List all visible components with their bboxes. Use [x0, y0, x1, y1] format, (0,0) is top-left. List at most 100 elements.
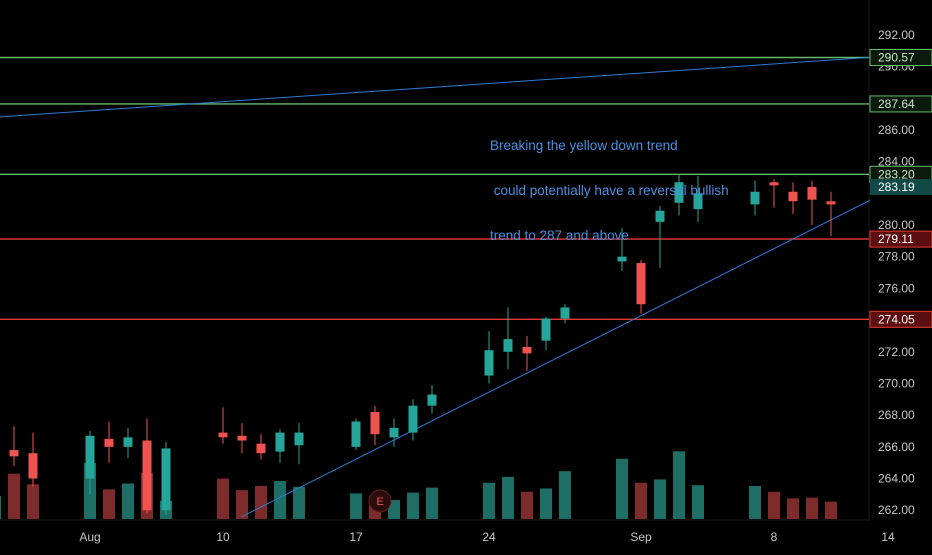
chart-annotation: Breaking the yellow down trend could pot… — [490, 108, 729, 273]
time-axis-background — [0, 521, 870, 550]
volume-bar — [825, 501, 837, 519]
volume-bar — [521, 491, 533, 519]
level-label: 274.05 — [878, 312, 915, 326]
candle-body — [541, 318, 551, 341]
volume-bar — [502, 476, 514, 519]
volume-bar — [749, 486, 761, 519]
y-tick-label: 276.00 — [878, 281, 915, 295]
volume-bar — [540, 488, 552, 519]
candle-body — [218, 432, 228, 438]
candle-body — [826, 201, 836, 205]
annotation-line-3: trend to 287 and above — [490, 228, 629, 243]
candle-body — [769, 182, 779, 186]
candle-body — [275, 432, 285, 452]
volume-bar — [692, 485, 704, 519]
level-label: 287.64 — [878, 97, 915, 111]
candle-body — [693, 193, 703, 210]
volume-bar — [217, 478, 229, 519]
y-tick-label: 292.00 — [878, 28, 915, 42]
y-tick-label: 264.00 — [878, 472, 915, 486]
candle-body — [9, 450, 19, 457]
candle-body — [522, 347, 532, 354]
level-label-box — [869, 49, 932, 67]
volume-bar — [407, 492, 419, 519]
last-price-box — [870, 178, 932, 195]
candle-body — [750, 191, 760, 205]
x-tick-label: Sep — [630, 530, 652, 544]
candle-body — [161, 448, 171, 511]
volume-bar — [350, 493, 362, 519]
candle-body — [256, 443, 266, 454]
earnings-marker-icon — [368, 489, 392, 513]
y-tick-label: 266.00 — [878, 440, 915, 454]
x-tick-label: 24 — [482, 530, 496, 544]
candle-body — [351, 421, 361, 447]
candle-body — [389, 427, 399, 438]
blue-trend-line-2 — [241, 168, 932, 518]
last-price-label: 283.19 — [878, 180, 915, 194]
volume-bar — [8, 473, 20, 519]
x-tick-label: 14 — [881, 530, 895, 544]
level-label: 283.20 — [878, 167, 915, 181]
volume-bar — [673, 451, 685, 519]
y-tick-label: 272.00 — [878, 345, 915, 359]
x-tick-label: 10 — [216, 530, 230, 544]
candle-body — [636, 263, 646, 305]
volume-bar — [654, 479, 666, 519]
volume-bar — [293, 486, 305, 519]
candle-body — [370, 411, 380, 435]
y-tick-label: 280.00 — [878, 218, 915, 232]
x-tick-label: 8 — [771, 530, 778, 544]
volume-bar — [274, 481, 286, 519]
volume-bar — [616, 458, 628, 519]
candle-body — [28, 453, 38, 479]
level-label: 279.11 — [878, 232, 914, 246]
volume-bar — [426, 487, 438, 519]
y-tick-label: 270.00 — [878, 376, 915, 390]
candle-body — [503, 339, 513, 352]
annotation-line-2: could potentially have a reversal bullis… — [490, 183, 729, 198]
y-tick-label: 268.00 — [878, 408, 915, 422]
candle-body — [484, 350, 494, 376]
candle-body — [427, 394, 437, 406]
candle-body — [655, 210, 665, 222]
candle-body — [560, 307, 570, 319]
blue-trend-line-1 — [0, 52, 932, 118]
level-label: 290.57 — [878, 51, 915, 65]
volume-bar — [483, 482, 495, 519]
volume-bar — [768, 491, 780, 519]
candle-body — [237, 435, 247, 441]
volume-bar — [787, 498, 799, 519]
level-label-box — [869, 230, 932, 248]
candle-body — [807, 186, 817, 200]
candle-body — [142, 440, 152, 511]
level-label-box — [869, 95, 932, 113]
price-axis-background — [870, 0, 932, 550]
candle-body — [788, 191, 798, 202]
volume-bar — [27, 484, 39, 519]
candle-body — [104, 438, 114, 447]
volume-bar — [388, 500, 400, 519]
volume-bar — [635, 482, 647, 519]
volume-bar — [103, 489, 115, 519]
y-tick-label: 286.00 — [878, 123, 915, 137]
earnings-marker-label: E — [376, 496, 383, 508]
candle-body — [674, 182, 684, 203]
annotation-line-1: Breaking the yellow down trend — [490, 138, 678, 153]
volume-bar — [236, 490, 248, 519]
volume-bar — [806, 497, 818, 519]
level-label-box — [869, 310, 932, 328]
candle-body — [617, 256, 627, 262]
candle-body — [85, 435, 95, 479]
candle-body — [294, 432, 304, 446]
y-tick-label: 278.00 — [878, 250, 915, 264]
y-tick-label: 284.00 — [878, 155, 915, 169]
volume-bar — [0, 495, 1, 519]
x-tick-label: 17 — [349, 530, 363, 544]
y-tick-label: 262.00 — [878, 503, 915, 517]
candle-body — [123, 437, 133, 447]
candle-body — [408, 405, 418, 433]
